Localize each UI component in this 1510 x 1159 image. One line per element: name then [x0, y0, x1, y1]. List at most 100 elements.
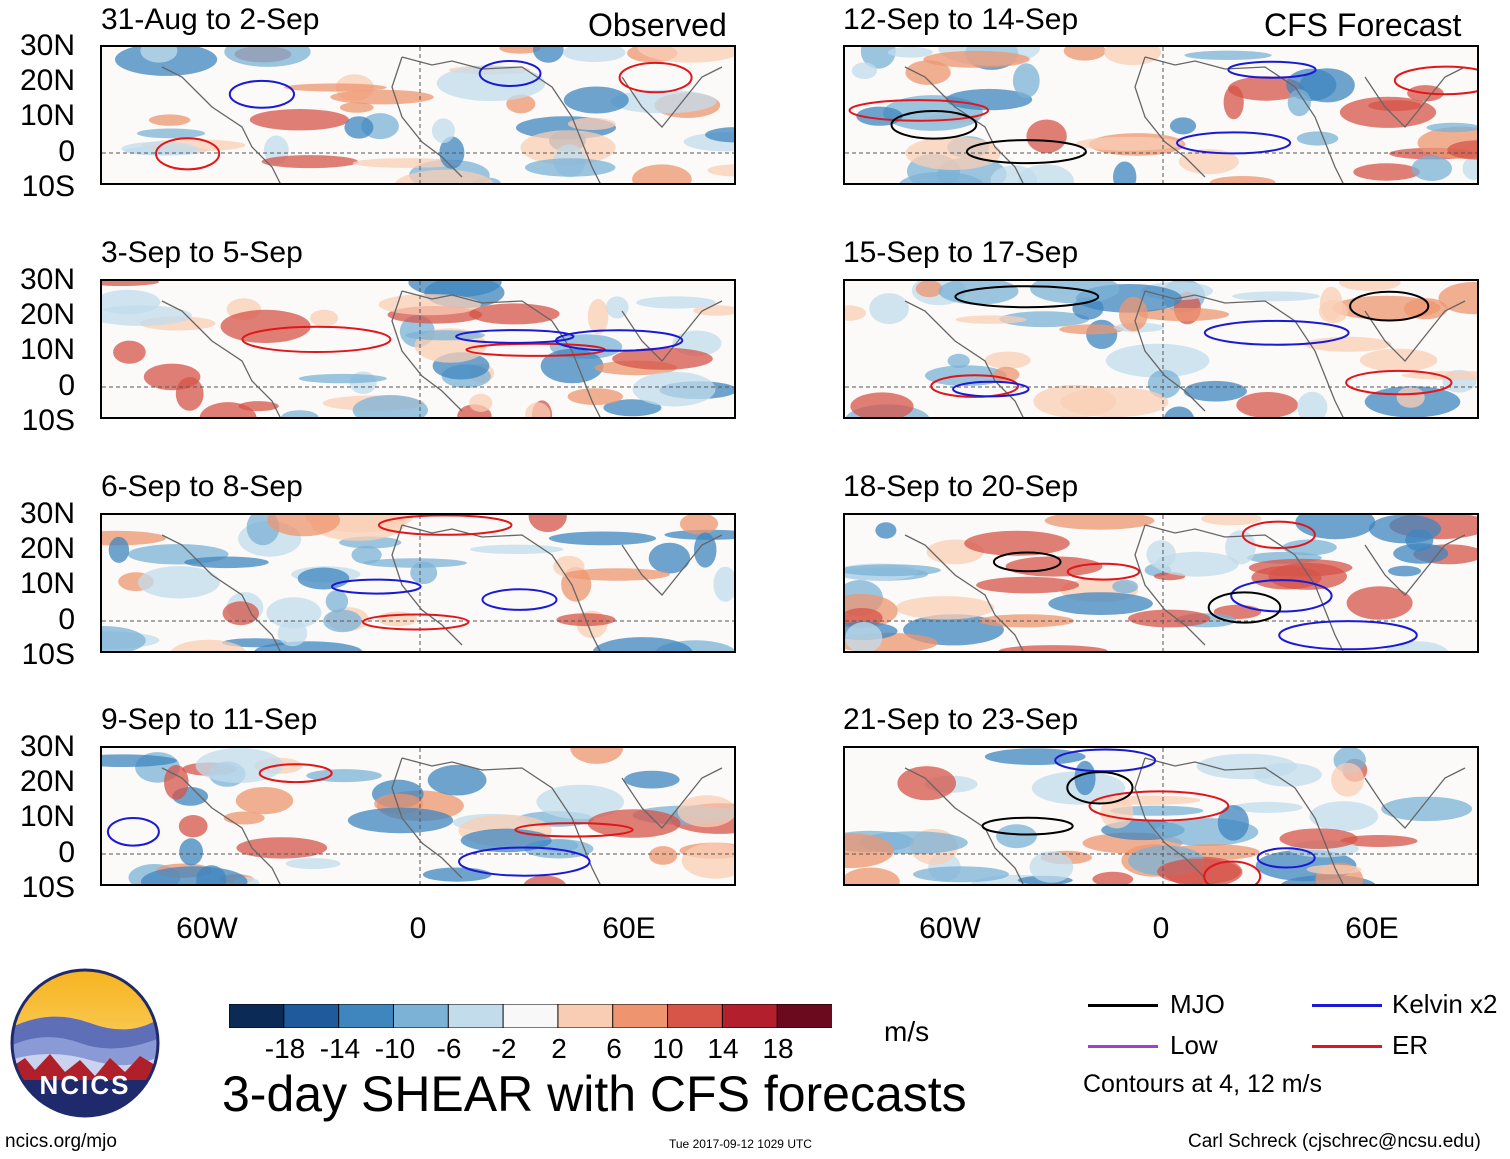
- coastline: [161, 757, 723, 884]
- shear-field-patch: [363, 558, 467, 568]
- lat-label-10s: 10S: [21, 638, 75, 671]
- lon-label-60w-left: 60W: [176, 912, 238, 945]
- lat-label-0: 0: [58, 369, 75, 402]
- lat-label-10n: 10N: [19, 800, 75, 833]
- shear-field-patch: [1059, 324, 1124, 335]
- shear-field-patch: [1396, 386, 1425, 408]
- colorbar-swatch: [228, 1003, 285, 1029]
- legend-mjo-label: MJO: [1170, 989, 1225, 1019]
- colorbar-swatch: [502, 1003, 559, 1029]
- shear-field-patch: [976, 576, 1080, 594]
- shear-field-patch: [469, 393, 493, 412]
- shear-field-patch: [1110, 805, 1204, 816]
- shear-field-patch: [352, 395, 428, 417]
- shear-field-patch: [947, 353, 970, 368]
- shear-field-patch: [649, 846, 678, 865]
- colorbar-swatch: [338, 1003, 395, 1029]
- shear-field-patch: [693, 305, 734, 316]
- shear-field-patch: [563, 86, 629, 114]
- lat-label-10s: 10S: [21, 404, 75, 437]
- ncics-logo-text: NCICS: [39, 1070, 131, 1100]
- shear-field-patch: [705, 127, 734, 143]
- map-panel-3: [100, 513, 736, 653]
- shear-field-patch: [845, 564, 941, 577]
- shear-field-patch: [284, 83, 387, 92]
- panel-title-5: 12-Sep to 14-Sep: [843, 3, 1079, 36]
- shear-field-patch: [223, 811, 265, 825]
- lat-label-0: 0: [58, 836, 75, 869]
- map-panel-7: [843, 513, 1479, 653]
- kelvin-contour: [952, 380, 1030, 398]
- kelvin-contour: [478, 60, 542, 87]
- colorbar-swatch: [392, 1003, 450, 1029]
- panel-title-4: 9-Sep to 11-Sep: [101, 703, 318, 736]
- shear-field-patch: [1044, 515, 1155, 530]
- kelvin-contour: [330, 578, 422, 595]
- map-panel-4: [100, 746, 736, 886]
- mjo-contour: [890, 110, 978, 140]
- shear-field-patch: [175, 377, 204, 411]
- shear-field-patch: [1086, 319, 1118, 349]
- shear-field-patch: [261, 155, 359, 169]
- shear-field-patch: [856, 106, 903, 126]
- er-contour: [362, 613, 470, 631]
- shear-field-patch: [707, 164, 734, 177]
- shear-field-patch: [677, 795, 734, 828]
- lat-label-0: 0: [58, 135, 75, 168]
- shear-field-patch: [199, 402, 257, 417]
- shear-field-patch: [285, 858, 341, 870]
- shear-field-patch: [637, 47, 734, 63]
- er-contour: [1393, 65, 1477, 96]
- shear-field-patch: [895, 596, 995, 620]
- shear-field-patch: [1210, 176, 1276, 183]
- shear-field-patch: [1017, 164, 1074, 183]
- map-panel-5: [843, 45, 1479, 185]
- shear-field-patch: [845, 867, 900, 884]
- er-contour: [155, 137, 221, 171]
- mjo-contour: [992, 551, 1062, 573]
- shear-field-patch: [1282, 539, 1337, 556]
- shear-field-patch: [612, 347, 713, 370]
- figure-title: 3-day SHEAR with CFS forecasts: [222, 1066, 967, 1122]
- shear-field-patch: [1306, 864, 1362, 875]
- shear-field-patch: [1236, 392, 1299, 417]
- er-contour: [377, 515, 513, 536]
- shear-field-patch: [222, 638, 288, 648]
- shear-field-patch: [102, 754, 177, 767]
- shear-field-patch: [587, 809, 681, 838]
- shear-field-patch: [352, 158, 463, 168]
- shear-field-patch: [1403, 298, 1448, 320]
- mjo-contour: [1207, 591, 1282, 624]
- colorbar-swatch: [557, 1003, 614, 1029]
- shear-field-patch: [1297, 391, 1328, 417]
- shear-field-patch: [249, 109, 349, 131]
- legend-er-line: [1312, 1045, 1382, 1048]
- colorbar-tick: -14: [319, 1033, 361, 1064]
- shear-field-patch: [536, 784, 624, 820]
- shear-field-patch: [330, 89, 434, 105]
- panel-title-1: 31-Aug to 2-Sep: [101, 3, 320, 36]
- coastline: [904, 290, 1466, 417]
- shear-field-patch: [339, 102, 374, 113]
- coastline: [161, 56, 723, 183]
- colorbar-swatch: [447, 1003, 505, 1029]
- shear-field-patch: [713, 566, 734, 602]
- shear-field-patch: [140, 866, 248, 884]
- shear-field-patch: [1251, 565, 1322, 590]
- shear-field-patch: [1100, 796, 1134, 829]
- shear-field-patch: [148, 114, 191, 126]
- kelvin-contour: [458, 846, 591, 877]
- footer-url[interactable]: ncics.org/mjo: [5, 1131, 117, 1152]
- er-contour: [848, 99, 990, 122]
- shear-field-patch: [1353, 163, 1420, 181]
- shear-field-patch: [1232, 801, 1303, 813]
- shear-field-patch: [587, 298, 609, 335]
- shear-field-patch: [564, 568, 670, 581]
- panel-title-3: 6-Sep to 8-Sep: [101, 470, 303, 503]
- shear-field-patch: [1164, 406, 1194, 417]
- shear-field-patch: [1318, 300, 1348, 324]
- shear-field-patch: [1201, 515, 1262, 526]
- panel-title-2: 3-Sep to 5-Sep: [101, 236, 303, 269]
- shear-field-patch: [1184, 50, 1272, 60]
- shear-field-patch: [845, 305, 867, 321]
